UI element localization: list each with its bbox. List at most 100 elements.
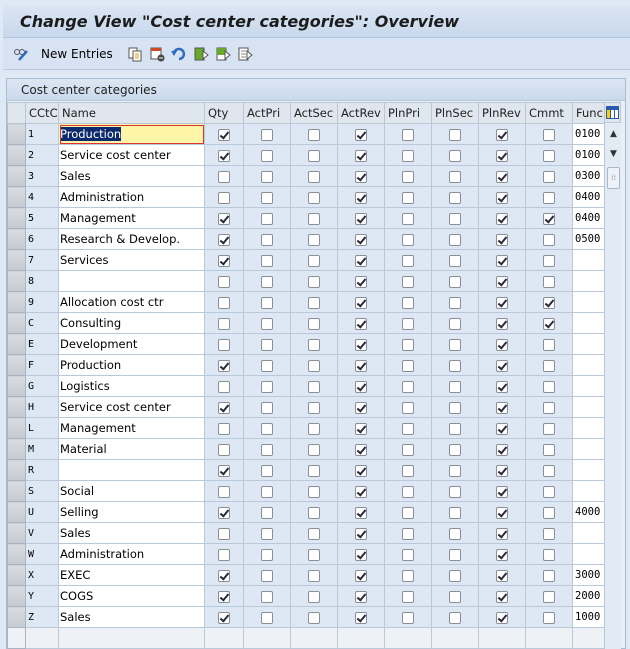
actpri-checkbox[interactable] [261,233,273,246]
plnpri-checkbox[interactable] [402,212,414,225]
func-input[interactable] [572,459,605,481]
cmmt-checkbox[interactable] [543,170,555,183]
actpri-checkbox[interactable] [261,527,273,540]
column-header-cmmt[interactable]: Cmmt [525,102,573,124]
plnsec-checkbox[interactable] [449,380,461,393]
name-input[interactable]: Development [58,333,205,355]
plnpri-checkbox[interactable] [402,506,414,519]
cmmt-checkbox[interactable] [543,527,555,540]
plnrev-checkbox[interactable] [496,590,508,603]
plnsec-checkbox[interactable] [449,233,461,246]
cmmt-checkbox[interactable] [543,380,555,393]
plnrev-checkbox[interactable] [496,401,508,414]
cmmt-checkbox[interactable] [543,590,555,603]
actpri-checkbox[interactable] [261,569,273,582]
qty-checkbox[interactable] [218,149,230,162]
cmmt-checkbox[interactable] [543,443,555,456]
actrev-checkbox[interactable] [355,611,367,624]
scroll-up-icon[interactable]: ▲ [610,129,617,139]
actpri-checkbox[interactable] [261,275,273,288]
plnsec-checkbox[interactable] [449,170,461,183]
cmmt-checkbox[interactable] [543,128,555,141]
plnpri-checkbox[interactable] [402,170,414,183]
plnpri-checkbox[interactable] [402,590,414,603]
plnpri-checkbox[interactable] [402,191,414,204]
qty-checkbox[interactable] [218,548,230,561]
name-input[interactable]: Administration [58,543,205,565]
name-input[interactable] [58,270,205,292]
name-input[interactable]: Administration [58,186,205,208]
name-input[interactable]: Social [58,480,205,502]
actsec-checkbox[interactable] [308,212,320,225]
actsec-checkbox[interactable] [308,485,320,498]
plnrev-checkbox[interactable] [496,338,508,351]
actpri-checkbox[interactable] [261,590,273,603]
plnrev-checkbox[interactable] [496,212,508,225]
func-input[interactable]: 4000 [572,501,605,523]
actsec-checkbox[interactable] [308,233,320,246]
cmmt-checkbox[interactable] [543,296,555,309]
name-input[interactable]: COGS [58,585,205,607]
plnpri-checkbox[interactable] [402,548,414,561]
qty-checkbox[interactable] [218,422,230,435]
row-selector[interactable] [7,564,26,586]
row-selector[interactable] [7,270,26,292]
name-input[interactable]: Service cost center [58,396,205,418]
qty-checkbox[interactable] [218,443,230,456]
table-settings-button[interactable] [604,102,621,123]
name-input[interactable]: Logistics [58,375,205,397]
func-input[interactable]: 0100 [572,123,605,145]
actpri-checkbox[interactable] [261,359,273,372]
plnpri-checkbox[interactable] [402,569,414,582]
deselect-all-button[interactable] [237,44,253,64]
qty-checkbox[interactable] [218,485,230,498]
plnpri-checkbox[interactable] [402,464,414,477]
actsec-checkbox[interactable] [308,380,320,393]
func-input[interactable] [572,291,605,313]
cmmt-checkbox[interactable] [543,485,555,498]
actrev-checkbox[interactable] [355,212,367,225]
qty-checkbox[interactable] [218,338,230,351]
plnpri-checkbox[interactable] [402,611,414,624]
actrev-checkbox[interactable] [355,485,367,498]
name-input[interactable]: Service cost center [58,144,205,166]
column-header-qty[interactable]: Qty [204,102,244,124]
plnsec-checkbox[interactable] [449,359,461,372]
cmmt-checkbox[interactable] [543,611,555,624]
copy-button[interactable] [127,44,143,64]
plnsec-checkbox[interactable] [449,128,461,141]
plnsec-checkbox[interactable] [449,464,461,477]
actrev-checkbox[interactable] [355,233,367,246]
name-input[interactable]: Selling [58,501,205,523]
plnsec-checkbox[interactable] [449,149,461,162]
plnpri-checkbox[interactable] [402,527,414,540]
actrev-checkbox[interactable] [355,464,367,477]
plnsec-checkbox[interactable] [449,191,461,204]
actsec-checkbox[interactable] [308,191,320,204]
row-selector[interactable] [7,354,26,376]
name-input[interactable]: Services [58,249,205,271]
column-header-plnsec[interactable]: PlnSec [431,102,479,124]
qty-checkbox[interactable] [218,233,230,246]
plnsec-checkbox[interactable] [449,422,461,435]
plnrev-checkbox[interactable] [496,380,508,393]
qty-checkbox[interactable] [218,464,230,477]
name-input[interactable]: Management [58,207,205,229]
actpri-checkbox[interactable] [261,149,273,162]
actrev-checkbox[interactable] [355,338,367,351]
plnpri-checkbox[interactable] [402,149,414,162]
actsec-checkbox[interactable] [308,254,320,267]
cmmt-checkbox[interactable] [543,506,555,519]
func-input[interactable]: 0400 [572,186,605,208]
cmmt-checkbox[interactable] [543,548,555,561]
func-input[interactable]: 3000 [572,564,605,586]
actrev-checkbox[interactable] [355,191,367,204]
plnrev-checkbox[interactable] [496,170,508,183]
plnsec-checkbox[interactable] [449,212,461,225]
column-header-plnpri[interactable]: PlnPri [384,102,432,124]
plnrev-checkbox[interactable] [496,233,508,246]
actrev-checkbox[interactable] [355,506,367,519]
scroll-thumb[interactable]: ⁞⁞ [607,167,620,189]
plnpri-checkbox[interactable] [402,338,414,351]
row-selector[interactable] [7,165,26,187]
